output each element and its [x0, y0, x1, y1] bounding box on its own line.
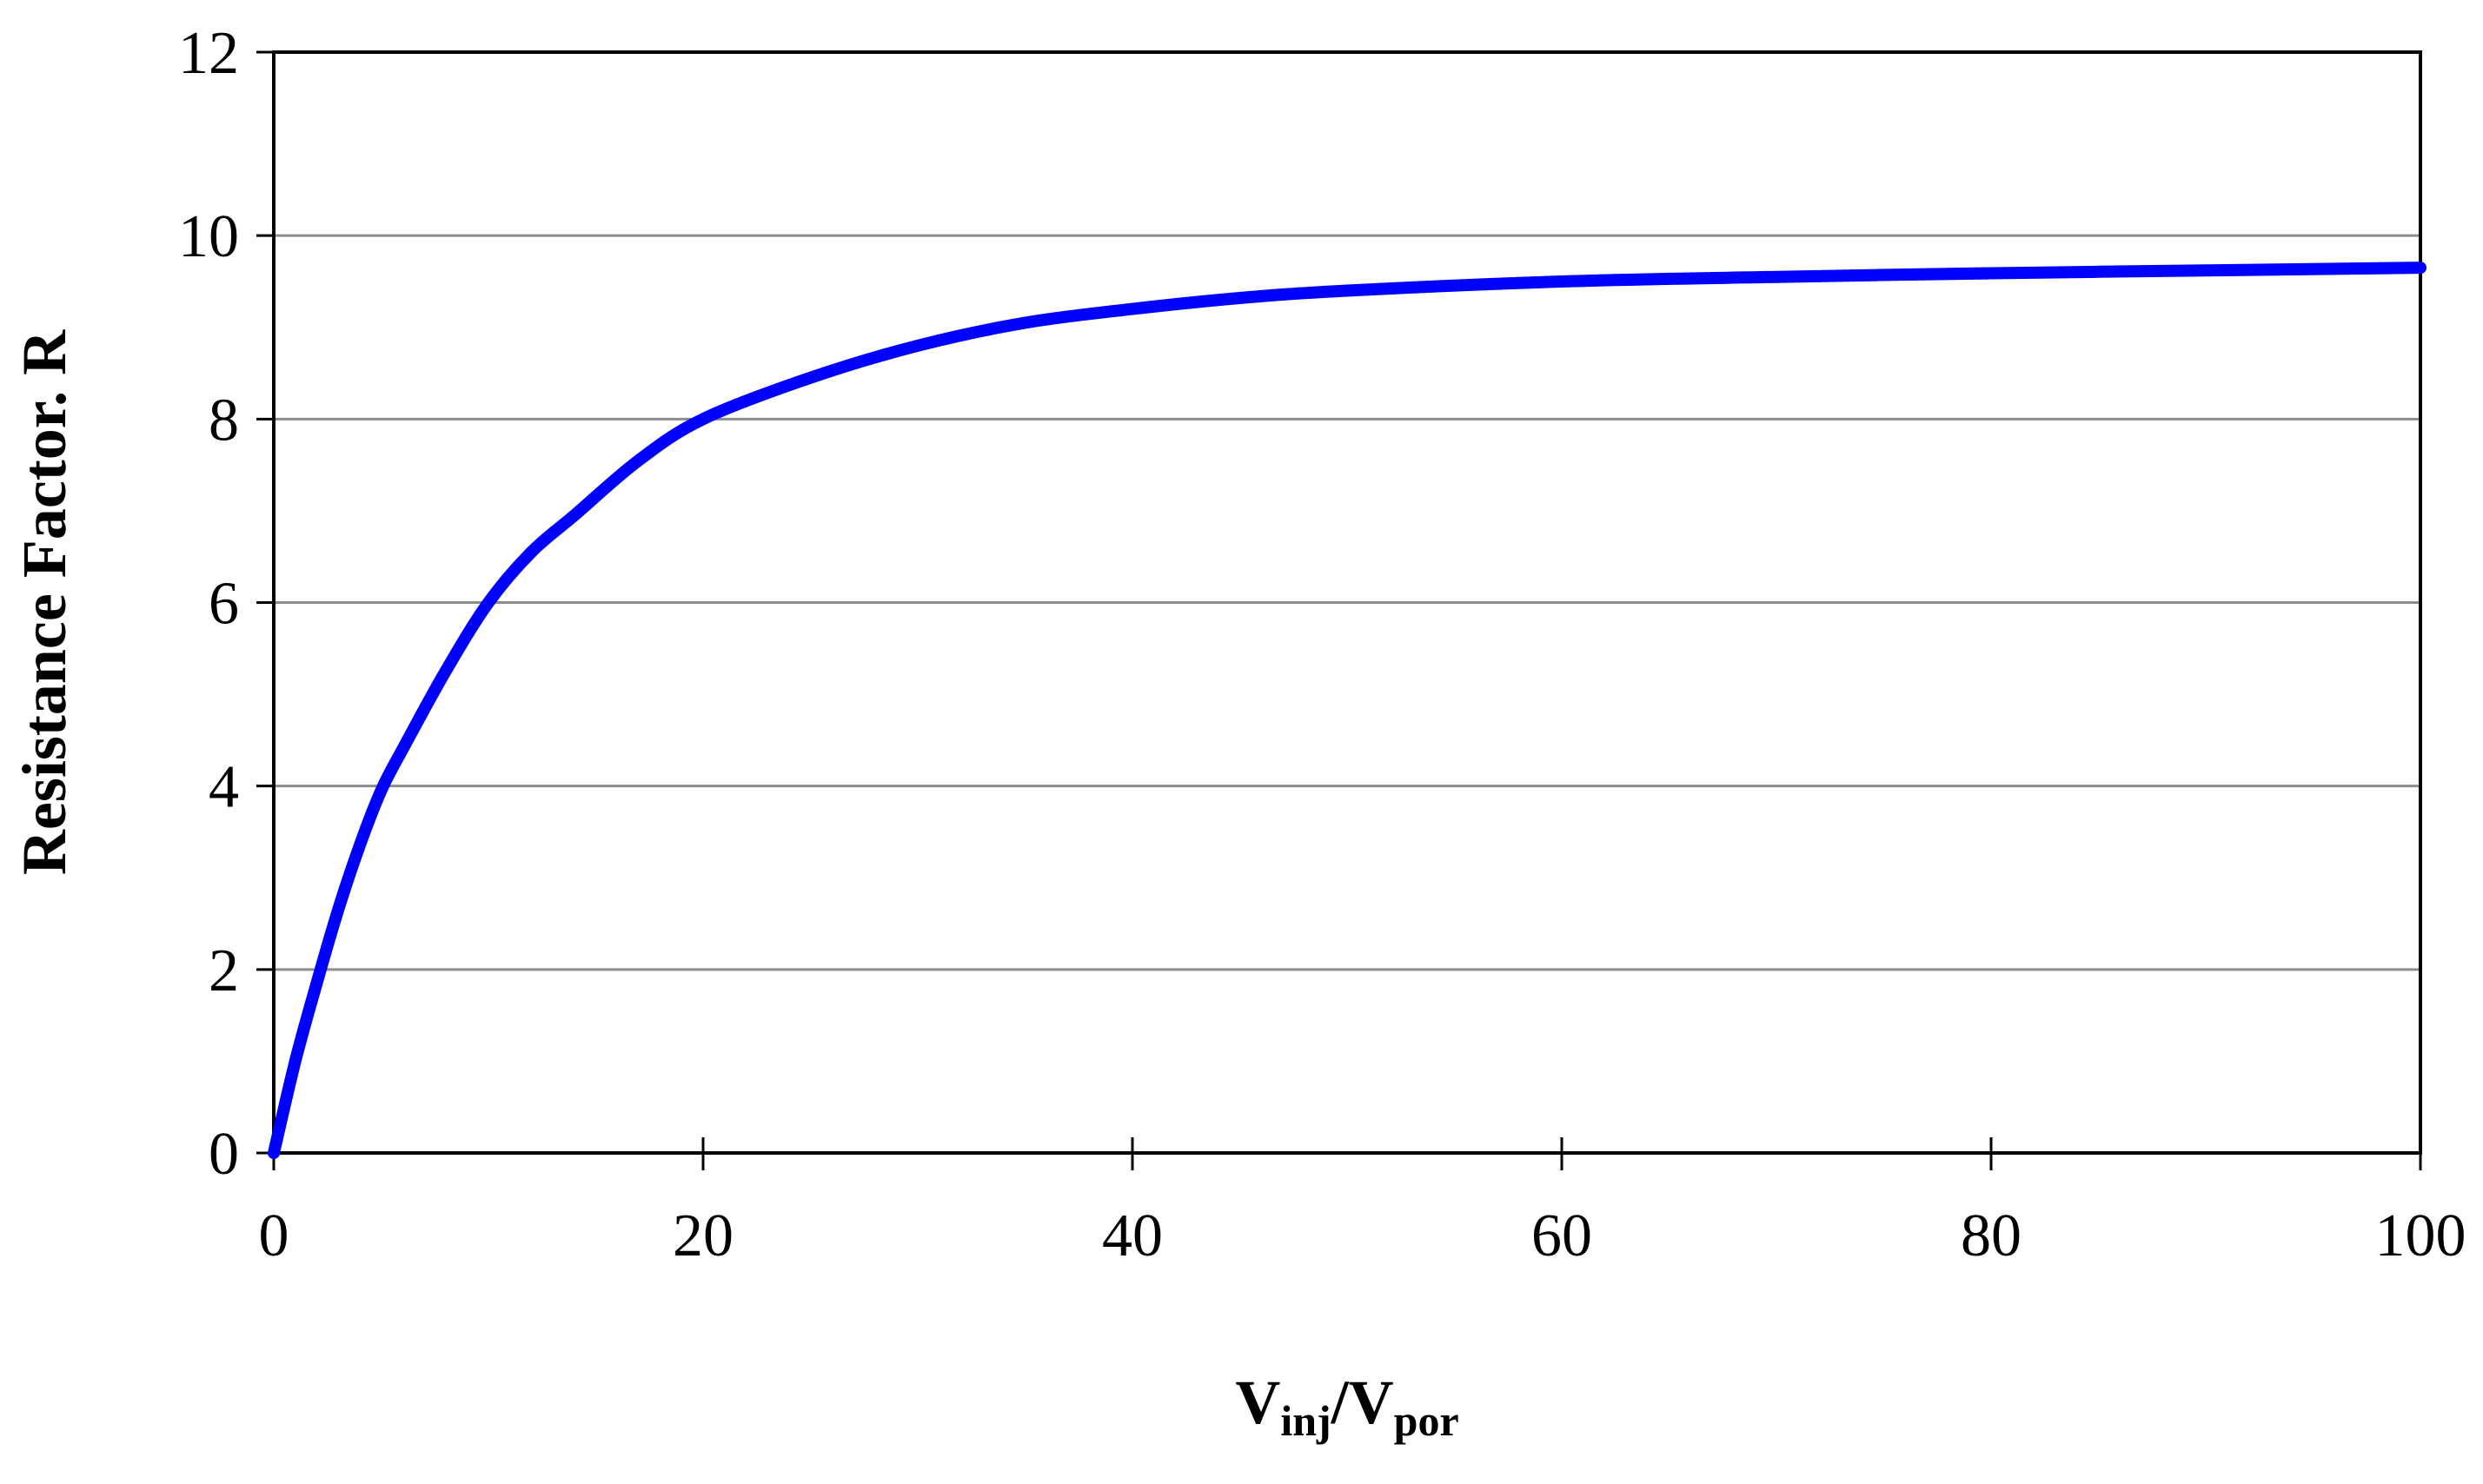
x-tick-label-20: 20: [673, 1202, 734, 1269]
y-tick-label-8: 8: [209, 387, 239, 454]
gridlines: [274, 234, 2420, 971]
x-axis-title-sub1: inj: [1280, 1396, 1331, 1445]
y-tick-label-0: 0: [209, 1121, 239, 1188]
x-tick-label-0: 0: [259, 1202, 289, 1269]
x-axis-title: Vinj/Vpor: [1235, 1368, 1458, 1445]
x-tick-label-80: 80: [1961, 1202, 2022, 1269]
x-axis-title-v1: V: [1235, 1368, 1280, 1437]
y-axis-title: Resistance Factor. R: [10, 329, 79, 875]
y-tick-label-12: 12: [178, 20, 239, 87]
tick-labels: 0 2 4 6 8 10 12 0 20 40 60 80 100: [178, 20, 2466, 1269]
y-tick-label-4: 4: [209, 754, 239, 821]
x-tick-label-100: 100: [2375, 1202, 2466, 1269]
x-tick-label-60: 60: [1531, 1202, 1592, 1269]
y-tick-label-6: 6: [209, 571, 239, 638]
x-tick-label-40: 40: [1102, 1202, 1163, 1269]
x-axis-title-sub2: por: [1394, 1396, 1459, 1445]
y-tick-label-2: 2: [209, 937, 239, 1004]
series-line-0: [268, 262, 2427, 1159]
y-tick-label-10: 10: [178, 203, 239, 270]
x-axis-title-sep: /V: [1331, 1368, 1394, 1437]
series-group: [268, 262, 2427, 1159]
